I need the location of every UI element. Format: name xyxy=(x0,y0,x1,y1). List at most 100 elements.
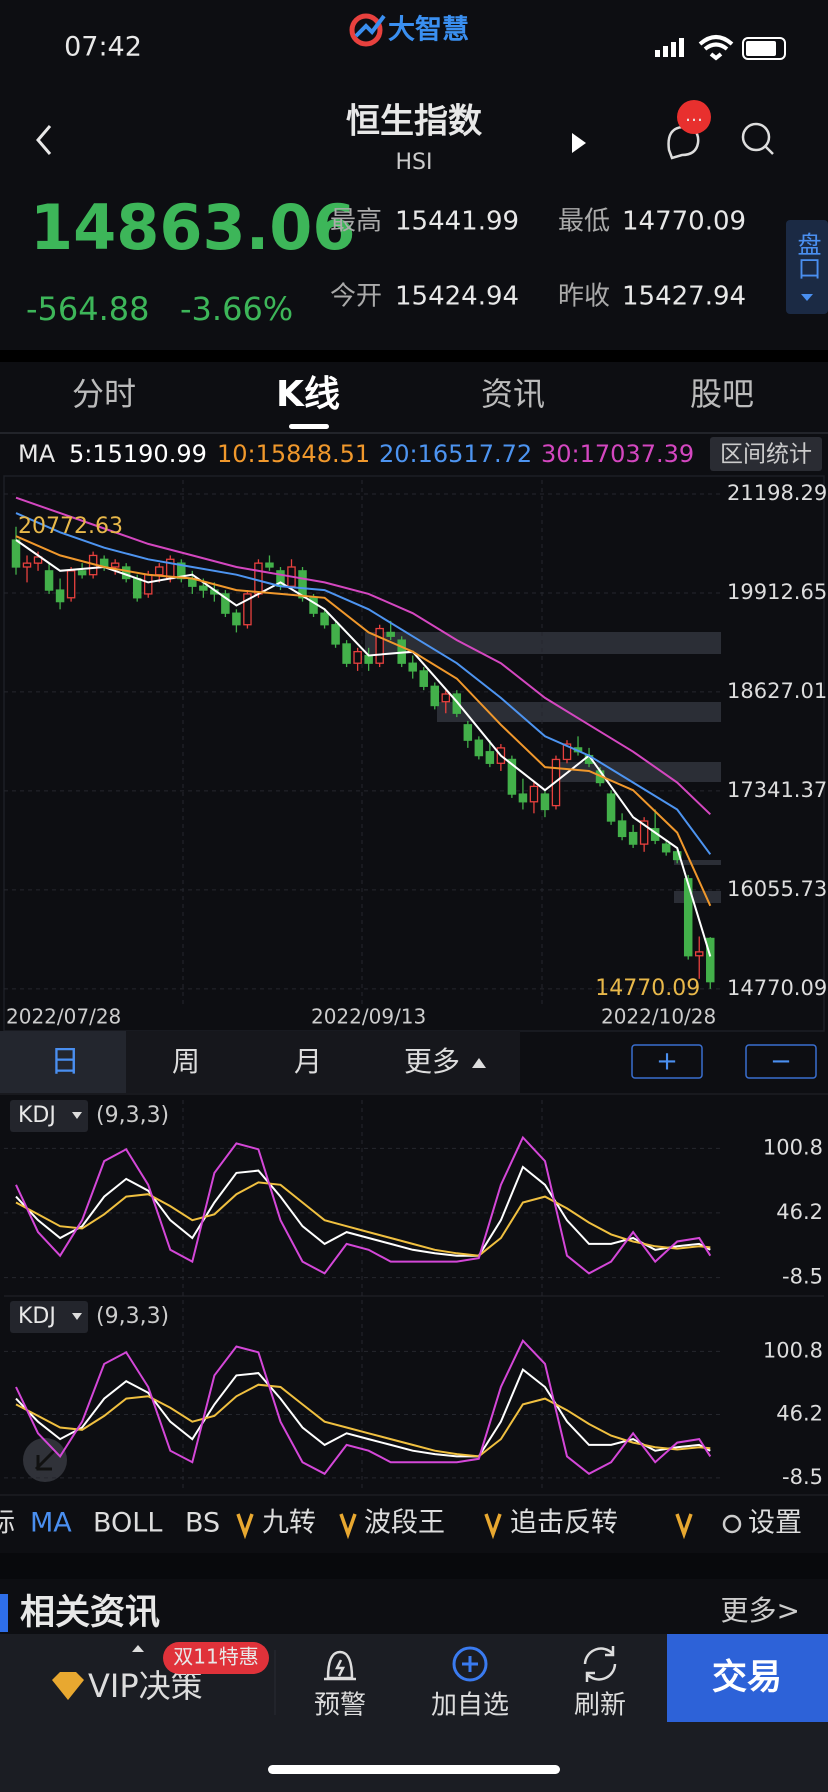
tab-active[interactable]: K线 xyxy=(276,374,340,415)
ma-line xyxy=(15,512,712,855)
indicator-item[interactable]: BOLL xyxy=(93,1508,162,1539)
y-tick-label: 46.2 xyxy=(776,1402,823,1426)
promo-text: 双11特惠 xyxy=(173,1645,258,1669)
badge-text: … xyxy=(685,105,703,126)
nav-item[interactable]: 刷新 xyxy=(574,1691,626,1721)
indicator-params: (9,3,3) xyxy=(96,1304,169,1329)
indicator-item[interactable]: 九转 xyxy=(262,1508,316,1539)
candle-body xyxy=(562,743,572,761)
y-tick-label: 16055.73 xyxy=(727,877,827,901)
wifi-icon xyxy=(698,35,734,61)
candle-body xyxy=(22,562,32,568)
promo-pill xyxy=(163,1642,269,1674)
indicator-select[interactable] xyxy=(10,1301,88,1333)
candle-body xyxy=(364,654,373,664)
logo-icon xyxy=(349,13,383,47)
candle-body xyxy=(55,589,65,603)
candle-body xyxy=(452,693,462,714)
indicator-item[interactable]: 设置 xyxy=(748,1508,802,1539)
v-grid xyxy=(182,480,543,1490)
candle-body xyxy=(254,562,263,595)
news-title: 相关资讯 xyxy=(20,1593,160,1633)
title: 恒生指数 xyxy=(346,102,482,142)
indicator-item-active[interactable]: MA xyxy=(30,1508,72,1539)
candle-body xyxy=(639,820,649,845)
tab[interactable]: 资讯 xyxy=(481,375,545,413)
period-tab[interactable]: 月 xyxy=(294,1045,322,1078)
y-tick-label: 19912.65 xyxy=(727,580,827,604)
candle-body xyxy=(463,724,473,741)
candle-body xyxy=(661,843,671,853)
indicator-item[interactable]: 追击反转 xyxy=(510,1508,618,1539)
candle-body xyxy=(11,539,21,568)
period-tab[interactable]: 日 xyxy=(50,1045,80,1080)
candle-body xyxy=(342,643,351,664)
candle-body xyxy=(221,593,230,614)
candle-body xyxy=(694,951,704,957)
float-icon xyxy=(34,1449,56,1471)
zoom-in-button[interactable] xyxy=(631,1044,703,1079)
indicator-line xyxy=(15,1165,711,1257)
candle-body xyxy=(672,851,682,861)
high-label: 20772.63 xyxy=(18,514,123,539)
app-name: 大智慧 xyxy=(388,15,469,46)
legend-entry: 10:15848.51 xyxy=(217,440,370,468)
period-tab[interactable]: 更多 xyxy=(404,1045,460,1078)
indicator-line xyxy=(15,1368,711,1458)
candle-body xyxy=(386,631,395,637)
ma-line xyxy=(15,535,712,907)
side-tab[interactable] xyxy=(786,220,828,314)
vip-diamond xyxy=(52,1672,84,1700)
search-button[interactable] xyxy=(741,122,771,152)
news-more[interactable]: 更多> xyxy=(721,1594,800,1627)
indicator-line xyxy=(15,1181,711,1257)
zone xyxy=(674,860,721,865)
candle-body xyxy=(540,793,550,811)
candle-body xyxy=(33,556,43,564)
tab[interactable]: 分时 xyxy=(72,375,136,413)
legend-entry: 30:17037.39 xyxy=(541,440,694,468)
indicator-item[interactable]: 波段王 xyxy=(364,1508,445,1539)
tab[interactable]: 股吧 xyxy=(690,375,754,413)
period-tab[interactable]: 周 xyxy=(172,1045,200,1078)
indicator-name: KDJ xyxy=(18,1103,56,1128)
indicator-item[interactable]: 标 xyxy=(0,1508,15,1539)
candle-body xyxy=(110,562,120,568)
range-stats-button[interactable] xyxy=(710,437,822,471)
nav-item[interactable]: 加自选 xyxy=(431,1691,509,1721)
vip-icon xyxy=(236,1513,254,1540)
side-tab-text: 盘口 xyxy=(793,232,821,280)
vip-icon xyxy=(339,1513,357,1540)
y-tick-label: -8.5 xyxy=(782,1265,823,1289)
next-button[interactable] xyxy=(572,133,586,153)
zone xyxy=(365,632,721,654)
zoom-out-button[interactable] xyxy=(745,1044,817,1079)
status-time: 07:42 xyxy=(64,32,142,63)
back-button[interactable] xyxy=(36,125,52,155)
vip-icon xyxy=(675,1513,693,1540)
indicator-params: (9,3,3) xyxy=(96,1103,169,1128)
stat-label: 昨收 xyxy=(558,282,610,312)
trade-button[interactable] xyxy=(667,1634,828,1722)
indicator-line xyxy=(15,1338,712,1476)
dropdown-arrow xyxy=(72,1313,82,1320)
settings-icon xyxy=(722,1514,742,1534)
nav-item[interactable]: 预警 xyxy=(314,1691,366,1721)
candle-body xyxy=(66,570,76,599)
candle-body xyxy=(77,570,87,576)
stat-value: 14770.09 xyxy=(622,207,746,237)
battery-icon xyxy=(742,37,786,60)
candle-body xyxy=(441,693,451,703)
logo-icon xyxy=(354,14,386,38)
candle-body xyxy=(199,585,208,591)
side-tab-arrow xyxy=(801,294,813,301)
indicator-select[interactable] xyxy=(10,1100,88,1132)
candle-body xyxy=(232,612,241,626)
indicator-item[interactable]: BS xyxy=(185,1508,220,1539)
divider xyxy=(0,1553,828,1579)
change-pct: -3.66% xyxy=(180,290,293,328)
x-tick-label: 2022/10/28 xyxy=(601,1005,716,1029)
candle-body xyxy=(706,937,715,983)
price: 14863.06 xyxy=(30,191,356,264)
